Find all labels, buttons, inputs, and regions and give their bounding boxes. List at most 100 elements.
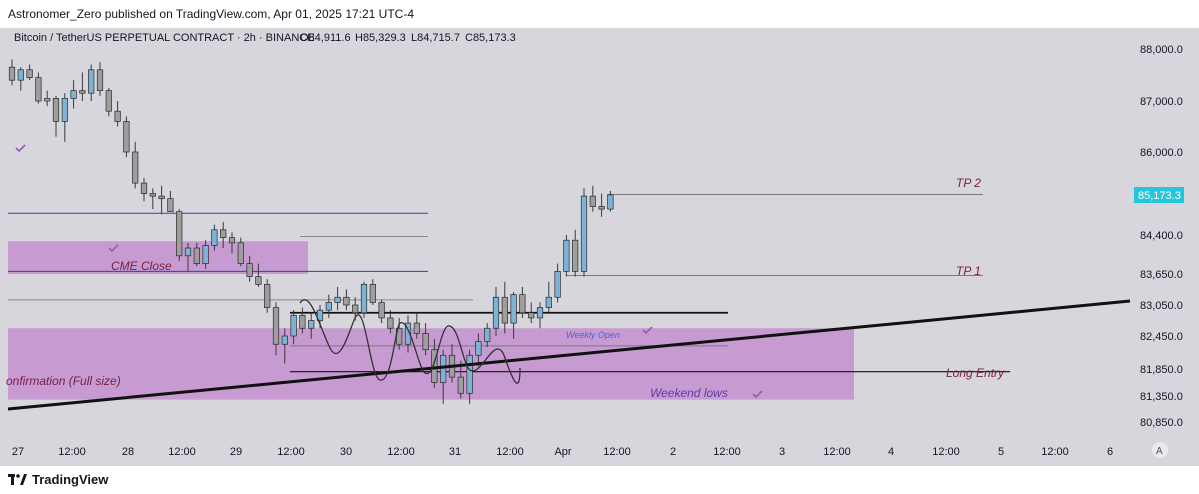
candle-body <box>510 294 517 324</box>
candle-body <box>35 77 42 102</box>
candle-body <box>105 90 112 112</box>
symbol-legend: Bitcoin / TetherUS PERPETUAL CONTRACT · … <box>14 32 315 44</box>
price-chart[interactable]: 88,000.0 87,000.0 86,000.0 84,400.0 83,650.0… <box>0 28 1199 466</box>
x-tick-label: 12:00 <box>387 446 415 458</box>
y-tick-label: 83,650.0 <box>1140 269 1183 281</box>
candle-body <box>26 69 33 78</box>
candle-body <box>413 322 420 334</box>
x-tick-label: 29 <box>230 446 242 458</box>
candle-body <box>264 283 271 308</box>
candle-body <box>184 247 192 257</box>
y-tick-label: 81,350.0 <box>1140 391 1183 403</box>
x-axis-labels: 27 12:00 28 12:00 29 12:00 30 12:00 31 12:00 Apr 12… <box>12 446 1113 458</box>
candle-body <box>343 296 350 306</box>
candle-body <box>114 110 121 122</box>
freehand-drawing <box>299 299 521 384</box>
candle-body <box>484 327 491 342</box>
trend-line <box>7 299 1131 411</box>
x-tick-label: 28 <box>122 446 134 458</box>
candle-body <box>246 263 253 277</box>
checkmark-icon <box>642 326 653 335</box>
y-tick-label: 88,000.0 <box>1140 44 1183 56</box>
x-tick-label: 3 <box>779 446 785 458</box>
drawings <box>7 144 1131 411</box>
footer: TradingView <box>0 466 1199 494</box>
candle-body <box>387 317 394 329</box>
y-axis-labels: 88,000.0 87,000.0 86,000.0 84,400.0 83,650.0… <box>1140 44 1183 429</box>
x-tick-label: 12:00 <box>168 446 196 458</box>
candle-body <box>220 229 227 238</box>
candle-body <box>536 307 544 319</box>
ohlc-open: O84,911.6 <box>300 32 351 44</box>
candle-body <box>598 206 605 210</box>
candle-body <box>281 335 288 345</box>
candle-body <box>431 349 438 383</box>
auto-scale-button[interactable] <box>1152 442 1168 458</box>
y-tick-label: 80,850.0 <box>1140 417 1183 429</box>
x-tick-label: 12:00 <box>496 446 524 458</box>
candle-body <box>61 98 68 122</box>
x-tick-label: 12:00 <box>277 446 305 458</box>
y-tick-label: 82,450.0 <box>1140 331 1183 343</box>
x-tick-label: 12:00 <box>932 446 960 458</box>
publish-bar: Astronomer_Zero published on TradingView… <box>0 0 1199 28</box>
checkmark-icon <box>752 390 763 399</box>
label-weekly-open: Weekly Open <box>566 330 620 340</box>
x-tick-label: 5 <box>998 446 1004 458</box>
label-confirmation: onfirmation (Full size) <box>6 374 121 388</box>
candle-body <box>519 294 526 314</box>
candle-body <box>96 69 104 91</box>
candle-body <box>440 354 447 383</box>
last-price-text: 85,173.3 <box>1138 190 1181 202</box>
candle-body <box>193 247 200 264</box>
tradingview-logo[interactable]: TradingView <box>8 472 108 487</box>
x-tick-label: 27 <box>12 446 24 458</box>
brand-name: TradingView <box>32 472 109 487</box>
candle-body <box>422 333 429 351</box>
candle-body <box>607 194 614 210</box>
y-tick-label: 81,850.0 <box>1140 364 1183 376</box>
label-long-entry: Long Entry <box>946 366 1005 380</box>
candle-body <box>369 283 376 303</box>
publish-info: Astronomer_Zero published on TradingView… <box>8 7 415 21</box>
candle-body <box>140 182 148 194</box>
candle-body <box>334 296 341 303</box>
candle-body <box>589 195 596 207</box>
x-tick-label: 6 <box>1107 446 1113 458</box>
candle-body <box>352 304 359 314</box>
candle-body <box>572 239 579 272</box>
label-cme-close: CME Close <box>111 259 172 273</box>
candle-body <box>316 309 324 321</box>
price-axis[interactable] <box>1128 28 1199 466</box>
candle-body <box>580 195 588 272</box>
candle-body <box>308 320 315 329</box>
candle-body <box>554 271 561 298</box>
candle-body <box>158 195 165 200</box>
tradingview-logo-icon <box>8 473 27 485</box>
candle-body <box>457 376 464 394</box>
x-tick-label: 12:00 <box>603 446 631 458</box>
candle-body <box>528 312 535 319</box>
x-tick-label: 30 <box>340 446 352 458</box>
candle-body <box>167 198 174 213</box>
candle-body <box>237 242 244 264</box>
checkmark-icon <box>108 244 119 253</box>
label-tp2: TP 2 <box>956 176 981 190</box>
ohlc-low: L84,715.7 <box>411 32 460 44</box>
candle-body <box>52 98 60 122</box>
checkmark-icon <box>15 144 26 153</box>
candle-body <box>8 66 16 81</box>
candle-body <box>466 354 473 394</box>
candle-body <box>378 302 385 319</box>
label-tp1: TP 1 <box>956 264 981 278</box>
candle-body <box>202 245 209 264</box>
y-tick-label: 87,000.0 <box>1140 96 1183 108</box>
candle-body <box>563 239 570 272</box>
candle-body <box>501 296 508 324</box>
candle-body <box>211 229 218 246</box>
candle-body <box>70 90 77 99</box>
ohlc-close: C85,173.3 <box>465 32 516 44</box>
candle-body <box>228 237 236 244</box>
x-tick-label: 31 <box>449 446 461 458</box>
label-weekend-lows: Weekend lows <box>650 386 728 400</box>
